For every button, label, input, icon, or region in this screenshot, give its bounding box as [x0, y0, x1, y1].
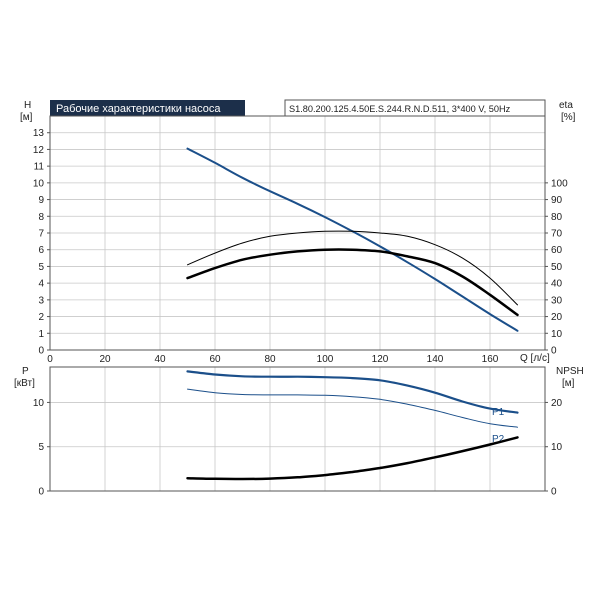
series-label-p1: P1	[492, 407, 505, 418]
series-label-p2: P2	[492, 434, 505, 445]
lower-left-tick-label: 5	[38, 442, 44, 453]
upper-series-line-0	[186, 147, 519, 332]
upper-right-tick-label: 90	[551, 195, 563, 206]
upper-x-tick-label: 40	[154, 354, 166, 365]
upper-left-tick-label: 1	[38, 329, 44, 340]
upper-left-tick-label: 9	[38, 195, 44, 206]
upper-series-line-1	[186, 248, 519, 317]
p-axis-label: P	[22, 366, 29, 377]
upper-x-tick-label: 60	[209, 354, 221, 365]
lower-left-tick-label: 0	[38, 487, 44, 498]
q-axis-label: Q [л/с]	[520, 353, 550, 364]
upper-left-tick-label: 12	[33, 145, 45, 156]
lower-right-tick-label: 0	[551, 487, 557, 498]
upper-right-tick-label: 80	[551, 212, 563, 223]
upper-left-tick-label: 6	[38, 245, 44, 256]
lower-right-tick-label: 20	[551, 398, 563, 409]
upper-right-tick-label: 10	[551, 329, 563, 340]
upper-left-tick-label: 7	[38, 229, 44, 240]
upper-right-tick-label: 70	[551, 229, 563, 240]
upper-left-tick-label: 4	[38, 279, 44, 290]
upper-left-tick-label: 2	[38, 312, 44, 323]
upper-right-tick-label: 30	[551, 295, 563, 306]
lower-frame	[49, 366, 546, 492]
upper-right-tick-label: 60	[551, 245, 563, 256]
upper-right-tick-label: 0	[551, 346, 557, 357]
upper-right-tick-label: 100	[551, 178, 568, 189]
title-box	[50, 100, 245, 116]
upper-left-tick-label: 10	[33, 178, 45, 189]
lower-series-line-0	[186, 370, 519, 414]
upper-left-tick-label: 13	[33, 128, 45, 139]
npsh-axis-unit: [м]	[562, 378, 575, 389]
upper-left-tick-label: 5	[38, 262, 44, 273]
upper-x-tick-label: 0	[47, 354, 53, 365]
upper-x-tick-label: 20	[99, 354, 111, 365]
upper-right-tick-label: 40	[551, 279, 563, 290]
h-axis-label: H	[24, 100, 31, 111]
h-axis-unit: [м]	[20, 112, 33, 123]
eta-axis-unit: [%]	[561, 112, 576, 123]
upper-right-tick-label: 20	[551, 312, 563, 323]
upper-left-tick-label: 11	[34, 162, 45, 173]
lower-right-tick-label: 10	[551, 442, 563, 453]
lower-plot: 0 5 10 0 10 20	[33, 366, 563, 498]
upper-x-tick-label: 160	[482, 354, 499, 365]
upper-left-tick-label: 3	[38, 295, 44, 306]
npsh-axis-label: NPSH	[556, 366, 584, 377]
upper-x-tick-label: 100	[317, 354, 334, 365]
upper-series-line-2	[187, 230, 518, 306]
upper-left-tick-label: 8	[38, 212, 44, 223]
upper-right-tick-label: 50	[551, 262, 563, 273]
upper-x-tick-label: 140	[427, 354, 444, 365]
lower-series-line-1	[187, 388, 518, 428]
lower-series-line-2	[186, 436, 519, 481]
p-axis-unit: [кВт]	[14, 378, 35, 389]
model-label: S1.80.200.125.4.50E.S.244.R.N.D.511, 3*4…	[289, 104, 511, 114]
upper-x-tick-label: 80	[264, 354, 276, 365]
lower-left-tick-label: 10	[33, 398, 45, 409]
eta-axis-label: eta	[559, 100, 573, 111]
upper-x-tick-label: 120	[372, 354, 389, 365]
chart-title: Рабочие характеристики насоса	[56, 103, 221, 115]
upper-left-tick-label: 0	[38, 346, 44, 357]
upper-plot: 0123456789101112130102030405060708090100…	[33, 115, 568, 365]
